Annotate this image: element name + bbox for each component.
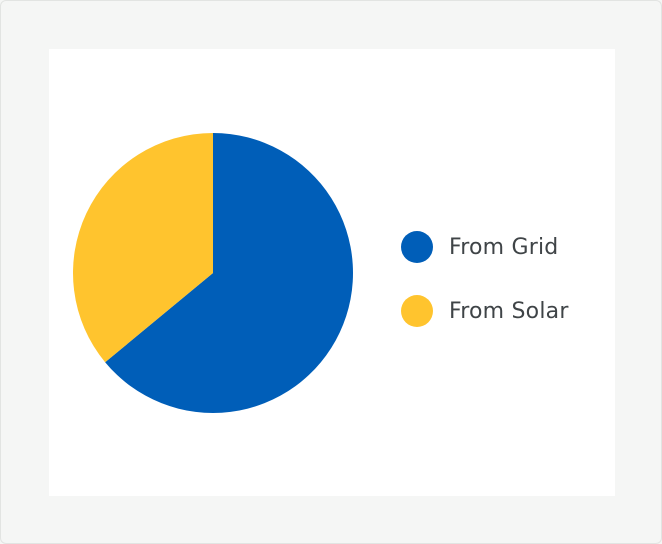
legend-label-grid: From Grid xyxy=(449,234,559,260)
legend-swatch-grid xyxy=(401,231,433,263)
chart-legend: From Grid From Solar xyxy=(401,231,569,359)
legend-item-solar: From Solar xyxy=(401,295,569,327)
pie-slice-from-solar xyxy=(73,133,213,363)
legend-item-grid: From Grid xyxy=(401,231,569,263)
pie-slice-from-grid xyxy=(105,133,354,414)
pie-chart xyxy=(73,133,354,414)
legend-swatch-solar xyxy=(401,295,433,327)
chart-card: From Grid From Solar xyxy=(49,49,615,496)
pie-slices xyxy=(73,133,354,414)
legend-label-solar: From Solar xyxy=(449,298,569,324)
